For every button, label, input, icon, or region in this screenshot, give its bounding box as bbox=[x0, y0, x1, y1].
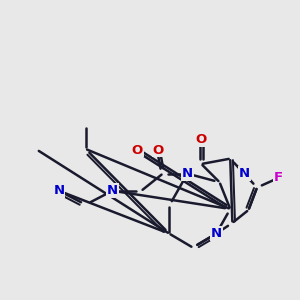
Text: N: N bbox=[238, 167, 250, 180]
Text: F: F bbox=[274, 171, 283, 184]
Text: N: N bbox=[211, 227, 222, 240]
Text: N: N bbox=[182, 167, 193, 180]
Text: N: N bbox=[107, 184, 118, 197]
Text: O: O bbox=[196, 133, 207, 146]
Text: N: N bbox=[53, 184, 64, 197]
Text: O: O bbox=[131, 144, 143, 157]
Text: O: O bbox=[153, 144, 164, 157]
